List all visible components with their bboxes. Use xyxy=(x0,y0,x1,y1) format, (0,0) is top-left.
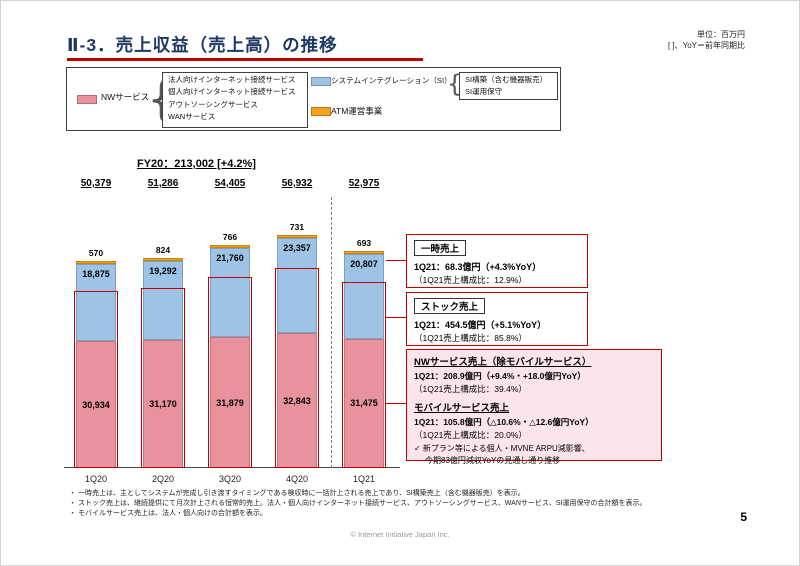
unit-notes: 単位：百万円 [ ]、YoY＝前年同期比 xyxy=(668,29,745,51)
bar-segment-nw-services xyxy=(344,338,384,468)
bar-value-atm: 766 xyxy=(222,231,238,242)
page-title: Ⅱ-3．売上収益（売上高）の推移 xyxy=(67,35,338,55)
bar-total: 50,379 xyxy=(80,178,112,189)
stock-sales-outline xyxy=(74,290,118,468)
x-axis-label: 3Q20 xyxy=(218,474,242,484)
bar-value-si: 20,807 xyxy=(350,258,378,269)
legend-si-label: システムインテグレーション（SI） xyxy=(331,76,452,85)
callout-nw-and-mobile: NWサービス売上（除モバイルサービス） 1Q21：208.9億円（+9.4%・+… xyxy=(406,349,662,465)
callout-one-time-value: 1Q21：68.3億円（+4.3%YoY） xyxy=(414,262,542,272)
bar-total: 56,932 xyxy=(281,178,313,189)
callout-one-time-sales: 一時売上 1Q21：68.3億円（+4.3%YoY） （1Q21売上構成比：12… xyxy=(406,234,588,288)
bar-segment-nw-services xyxy=(277,333,317,468)
callout-mobile-ratio: （1Q21売上構成比：20.0%） xyxy=(414,430,527,440)
fy-total-label: FY20：213,002 [+4.2%] xyxy=(137,158,256,170)
bar-value-nw: 31,879 xyxy=(216,397,244,408)
bar-segment-atm xyxy=(277,234,317,238)
legend-item-si-2: SI運用保守 xyxy=(465,87,503,97)
footnote-2: ・ ストック売上は、継続提供にて月次計上される恒常的売上。法人・個人向けインター… xyxy=(69,499,647,507)
bar-segment-atm xyxy=(143,257,183,262)
bar-segment-si xyxy=(76,263,116,342)
callout-stock-ratio: （1Q21売上構成比：85.8%） xyxy=(414,333,527,343)
stock-sales-outline xyxy=(141,287,185,468)
legend-item-nw-3: アウトソーシングサービス xyxy=(168,99,258,109)
copyright: © Internet Initiative Japan Inc. xyxy=(350,530,450,539)
callout-nw-ex-mobile-ratio: （1Q21売上構成比：39.4%） xyxy=(414,384,527,394)
footnote-1: ・ 一時売上は、主としてシステムが完成し引き渡すタイミングである検収時に一括計上… xyxy=(69,490,525,497)
callout-mobile-value: 1Q21：105.8億円（△10.6%・△12.6億円YoY） xyxy=(414,417,594,427)
bar-value-atm: 731 xyxy=(289,221,305,232)
si-items-box: SI構築（含む機器販売） SI運用保守 xyxy=(459,72,558,100)
legend-box: NWサービス { 法人向けインターネット接続サービス 個人向けインターネット接続… xyxy=(66,67,561,131)
callout-mobile-note-1: ✓ 新プラン等による個人・MVNE ARPU減影響、 xyxy=(414,443,590,453)
callout-nw-ex-mobile-title: NWサービス売上（除モバイルサービス） xyxy=(414,357,592,368)
footnotes: ・ 一時売上は、主としてシステムが完成し引き渡すタイミングである検収時に一括計上… xyxy=(69,489,764,518)
nw-color-swatch xyxy=(77,95,97,104)
bar-value-si: 18,875 xyxy=(82,268,110,279)
bar-total: 54,405 xyxy=(214,178,246,189)
bar-segment-atm xyxy=(210,244,250,249)
bar-value-si: 19,292 xyxy=(149,266,177,277)
bar-segment-si xyxy=(344,253,384,339)
bar-segment-nw-services xyxy=(143,340,183,468)
si-brace: { xyxy=(447,70,463,98)
callout-stock-sales: ストック売上 1Q21：454.5億円（+5.1%YoY） （1Q21売上構成比… xyxy=(406,292,588,346)
nw-items-box: 法人向けインターネット接続サービス 個人向けインターネット接続サービス アウトソ… xyxy=(162,72,308,128)
callout-one-time-ratio: （1Q21売上構成比：12.9%） xyxy=(414,275,527,285)
bar-value-atm: 693 xyxy=(356,237,372,248)
bar-total: 52,975 xyxy=(348,178,380,189)
bar-segment-nw-services xyxy=(76,341,116,468)
x-axis-label: 2Q20 xyxy=(151,474,175,484)
bar-segment-atm xyxy=(344,250,384,254)
callout-stock-value: 1Q21：454.5億円（+5.1%YoY） xyxy=(414,320,547,330)
bar-segment-si xyxy=(210,248,250,338)
callout-one-time-title: 一時売上 xyxy=(414,240,467,256)
stock-sales-outline xyxy=(208,276,252,468)
bar-segment-nw-services xyxy=(210,337,250,468)
stock-sales-outline xyxy=(275,267,319,468)
unit-note: 単位：百万円 xyxy=(697,30,745,39)
callout-mobile-note-2: 今期83億円減収YoYの見通し通り推移 xyxy=(425,456,561,465)
legend-item-nw-1: 法人向けインターネット接続サービス xyxy=(168,75,296,84)
si-color-swatch xyxy=(311,77,331,86)
callout-stock-title: ストック売上 xyxy=(414,298,486,314)
title-underline xyxy=(67,58,423,61)
legend-nw-label: NWサービス xyxy=(101,92,150,102)
legend-item-nw-4: WANサービス xyxy=(168,112,216,122)
bar-value-nw: 31,475 xyxy=(350,398,378,409)
quarter-separator-line xyxy=(331,197,332,468)
bar-value-nw: 32,843 xyxy=(283,395,311,406)
bar-total: 51,286 xyxy=(147,178,179,189)
callout-nw-ex-mobile-value: 1Q21：208.9億円（+9.4%・+18.0億円YoY） xyxy=(414,371,586,381)
legend-item-nw-2: 個人向けインターネット接続サービス xyxy=(168,87,296,97)
connector-nw-mobile xyxy=(386,403,406,404)
footnote-3: ・ モバイルサービス売上は、法人・個人向けの合計額を表示。 xyxy=(69,509,267,517)
bar-segment-atm xyxy=(76,261,116,264)
bar-value-atm: 570 xyxy=(88,248,104,259)
bar-segment-si xyxy=(143,261,183,341)
yoy-note: [ ]、YoY＝前年同期比 xyxy=(667,41,745,50)
legend-item-si-1: SI構築（含む機器販売） xyxy=(465,75,548,84)
connector-stock xyxy=(386,317,406,318)
bar-value-si: 21,760 xyxy=(216,253,244,264)
page-number: 5 xyxy=(740,510,747,524)
callout-mobile-title: モバイルサービス売上 xyxy=(414,403,510,414)
connector-one-time xyxy=(386,260,406,261)
x-axis-label: 1Q20 xyxy=(84,474,108,484)
atm-color-swatch xyxy=(311,107,331,116)
bar-value-nw: 30,934 xyxy=(82,399,110,410)
bar-segment-si xyxy=(277,237,317,334)
x-axis-label: 4Q20 xyxy=(285,474,309,484)
bar-value-nw: 31,170 xyxy=(149,399,177,410)
x-axis-label: 1Q21 xyxy=(352,474,376,484)
bar-value-atm: 824 xyxy=(155,244,171,255)
legend-atm-label: ATM運営事業 xyxy=(331,106,383,116)
stock-sales-outline xyxy=(342,281,386,468)
bar-value-si: 23,357 xyxy=(283,242,311,253)
